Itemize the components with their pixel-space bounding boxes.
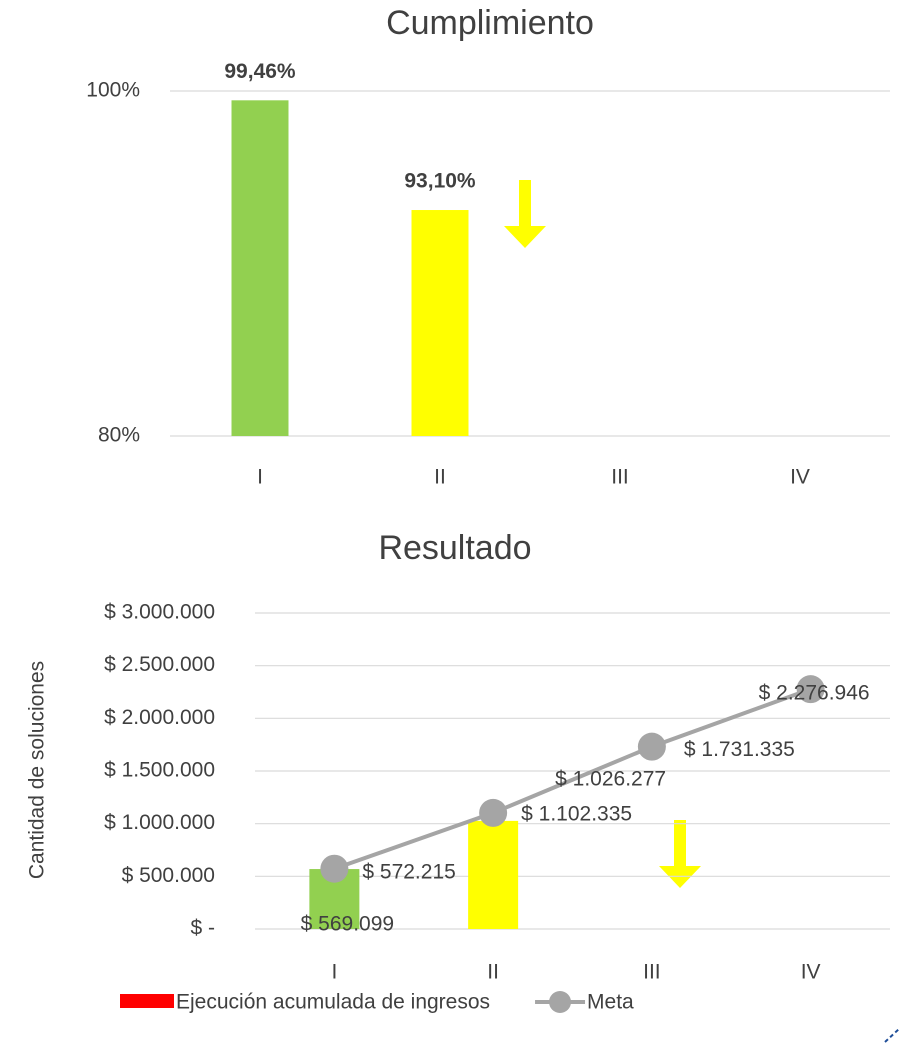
x-tick-label: IV <box>790 466 810 489</box>
bar <box>468 820 519 929</box>
y-tick-label: $ 3.000.000 <box>104 601 215 624</box>
point <box>320 854 349 883</box>
line <box>333 687 812 871</box>
y-tick-label: $ 2.000.000 <box>104 706 215 729</box>
x-tick-label: I <box>257 466 263 489</box>
down-arrow <box>659 820 701 888</box>
chart-title: Resultado <box>378 529 531 567</box>
data-label: $ 1.026.277 <box>555 767 666 790</box>
x-tick-label: II <box>487 961 499 984</box>
y-tick-label: 100% <box>86 79 140 102</box>
data-label: $ 1.731.335 <box>684 738 795 761</box>
point <box>479 798 508 827</box>
decoration <box>884 1027 901 1043</box>
legend-swatch <box>120 994 174 1008</box>
x-tick-label: II <box>434 466 446 489</box>
data-label: $ 569.099 <box>301 913 394 936</box>
data-label: $ 1.102.335 <box>521 802 632 825</box>
y-axis-label: Cantidad de soluciones <box>26 661 49 879</box>
bar <box>231 100 289 436</box>
point <box>796 675 825 704</box>
y-tick-label: $ 1.500.000 <box>104 759 215 782</box>
data-label: $ 572.215 <box>362 860 455 883</box>
y-tick-label: $ - <box>190 917 215 940</box>
y-tick-label: $ 1.000.000 <box>104 811 215 834</box>
bar <box>411 210 469 436</box>
x-tick-label: III <box>611 466 629 489</box>
x-tick-label: III <box>643 961 661 984</box>
legend-label: Meta <box>587 991 634 1014</box>
down-arrow <box>504 180 546 248</box>
chart-title: Cumplimiento <box>386 4 594 42</box>
y-tick-label: 80% <box>98 424 140 447</box>
point <box>637 732 666 761</box>
x-tick-label: IV <box>801 961 821 984</box>
legend-swatch <box>549 991 572 1013</box>
data-label: 93,10% <box>404 170 476 193</box>
y-tick-label: $ 2.500.000 <box>104 653 215 676</box>
data-label: 99,46% <box>224 60 296 83</box>
data-label: $ 2.276.946 <box>759 682 870 705</box>
legend-label: Ejecución acumulada de ingresos <box>176 991 490 1014</box>
y-tick-label: $ 500.000 <box>122 864 215 887</box>
x-tick-label: I <box>331 961 337 984</box>
